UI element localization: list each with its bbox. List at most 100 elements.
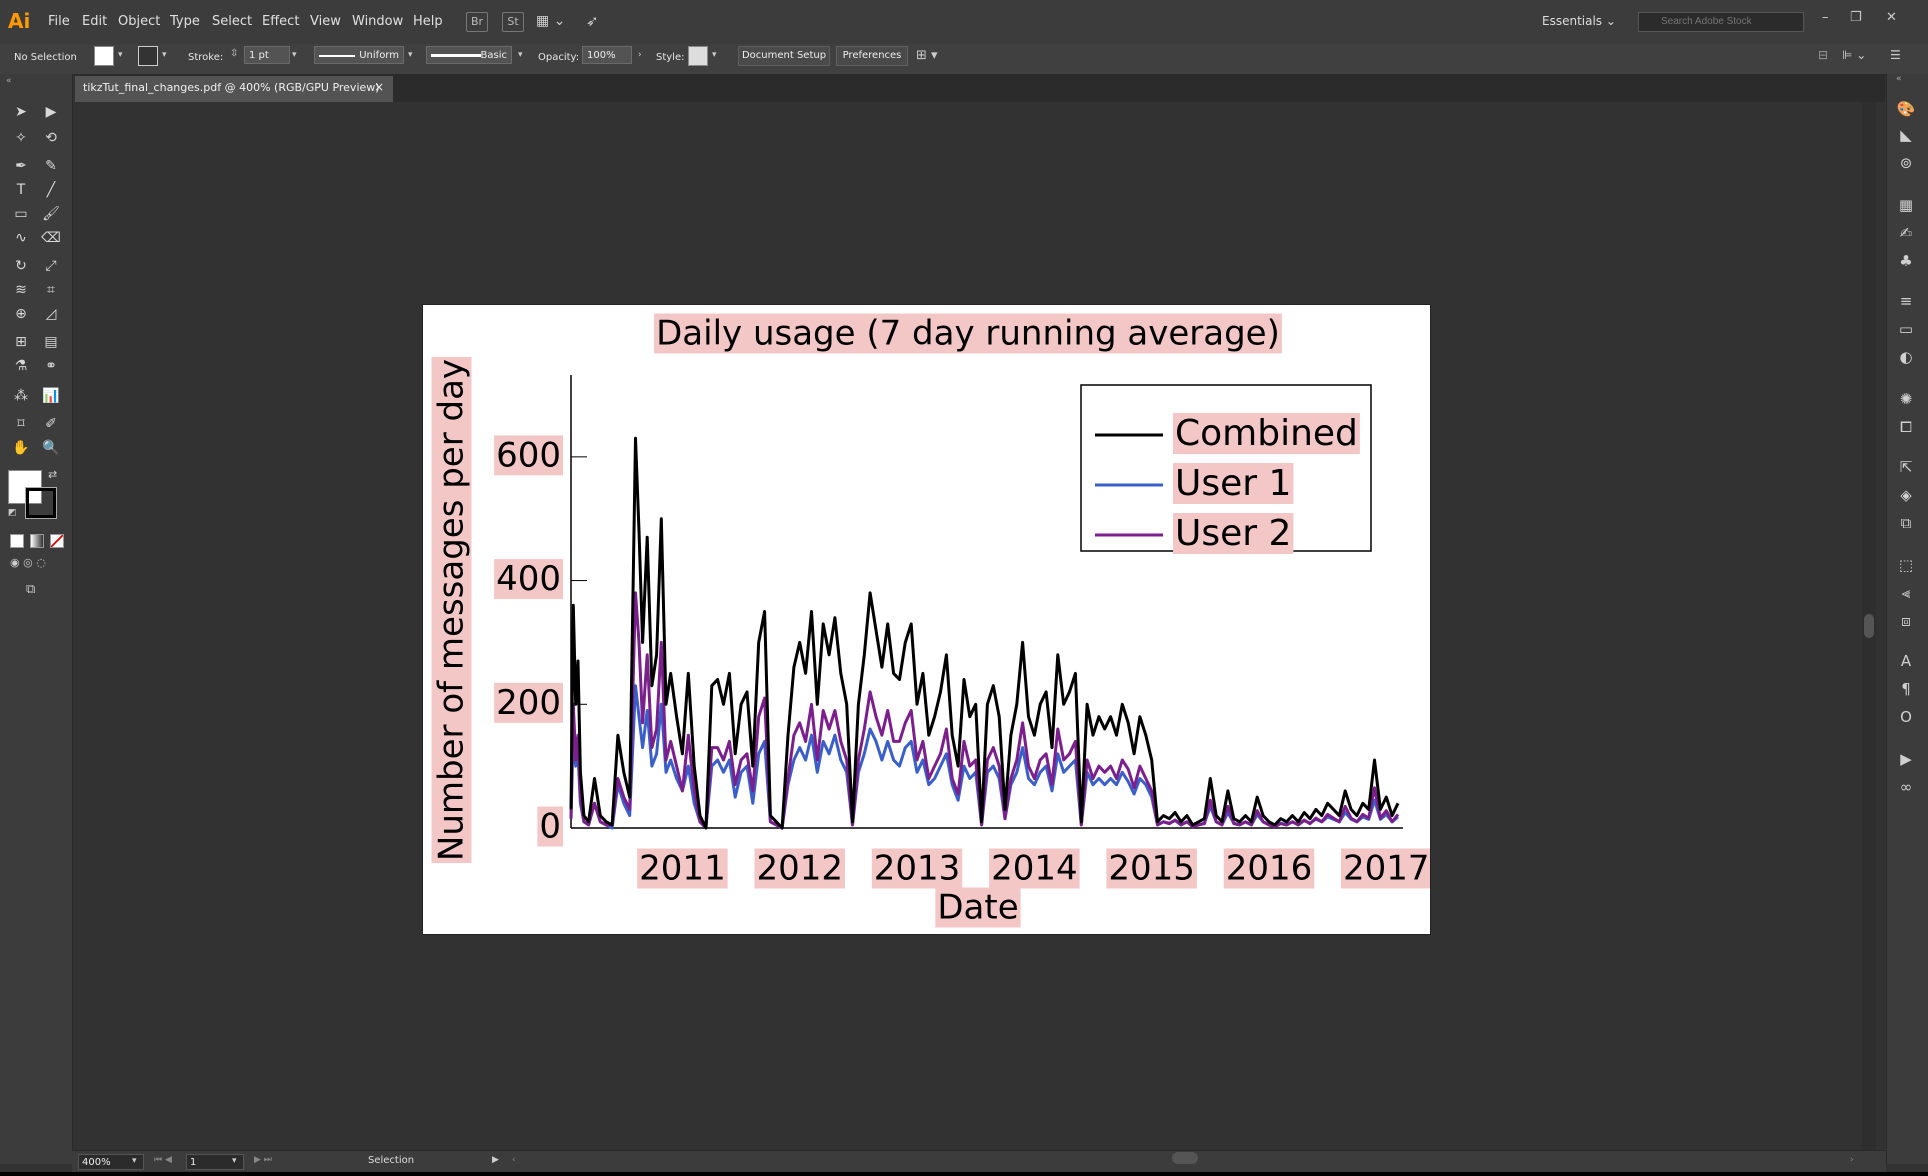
symbols-icon[interactable]: ♣ <box>1899 252 1913 270</box>
horizontal-scroll-thumb[interactable] <box>1172 1152 1198 1164</box>
screen-mode-icon[interactable]: ⧉ <box>26 582 36 597</box>
zoom-level-field[interactable]: 400% <box>78 1154 144 1170</box>
restore-icon[interactable]: ❐ <box>1850 10 1862 25</box>
stock-search-input[interactable] <box>1638 12 1804 32</box>
rectangle-tool-icon[interactable]: ▭ <box>14 206 28 222</box>
next-artboard-icon[interactable]: ▶ ⏭ <box>254 1155 272 1165</box>
menu-type[interactable]: Type <box>170 14 200 29</box>
stroke-color-swatch[interactable] <box>25 487 57 519</box>
export-icon[interactable]: ⇱ <box>1899 458 1913 476</box>
hand-tool-icon[interactable]: ✋ <box>12 440 30 456</box>
graph-tool-icon[interactable]: 📊 <box>42 388 60 404</box>
menu-view[interactable]: View <box>310 14 341 29</box>
preferences-button[interactable]: Preferences <box>836 46 908 66</box>
links-icon[interactable]: ∞ <box>1899 778 1913 796</box>
shape-builder-icon[interactable]: ⊕ <box>15 306 27 322</box>
color-panel-icon[interactable]: 🎨 <box>1896 100 1916 118</box>
bridge-icon[interactable]: Br <box>466 12 488 32</box>
arrange-icon[interactable]: ⊞ ▾ <box>916 48 938 63</box>
chevron-down-icon[interactable]: ▾ <box>162 50 167 60</box>
document-tab[interactable] <box>75 76 393 102</box>
zoom-tool-icon[interactable]: 🔍 <box>42 440 60 456</box>
mesh-tool-icon[interactable]: ⊞ <box>15 334 27 350</box>
graphic-styles-icon[interactable]: ⧠ <box>1899 418 1912 436</box>
draw-mode-icon[interactable]: ◉ ◎ ◌ <box>10 556 46 569</box>
vertical-scroll-thumb[interactable] <box>1864 614 1874 638</box>
slice-tool-icon[interactable]: ✐ <box>45 416 57 432</box>
appearance-icon[interactable]: ✺ <box>1899 390 1913 408</box>
gpu-performance-icon[interactable]: ➶ <box>586 12 599 30</box>
status-menu-icon[interactable]: ▶ <box>492 1155 499 1165</box>
free-transform-icon[interactable]: ⌗ <box>47 282 55 298</box>
menu-help[interactable]: Help <box>413 14 443 29</box>
scroll-right-icon[interactable]: › <box>1850 1155 1854 1165</box>
menu-effect[interactable]: Effect <box>262 14 300 29</box>
gradient-mode-icon[interactable] <box>30 534 44 548</box>
paintbrush-icon[interactable]: 🖌 <box>42 206 60 222</box>
panel-menu-icon[interactable]: ☰ <box>1890 48 1901 62</box>
layers-icon[interactable]: ◈ <box>1900 486 1912 504</box>
first-artboard-icon[interactable]: ⏮ ◀ <box>154 1155 172 1165</box>
libraries-icon[interactable]: ⊚ <box>1899 154 1913 172</box>
chevron-down-icon[interactable]: ▾ <box>132 1156 137 1166</box>
artboards-icon[interactable]: ⧉ <box>1900 514 1912 532</box>
expand-panels-icon[interactable]: « <box>1896 74 1902 84</box>
menu-file[interactable]: File <box>48 14 70 29</box>
chevron-right-icon[interactable]: › <box>638 50 642 60</box>
chevron-down-icon[interactable]: ▾ <box>712 50 717 60</box>
scale-tool-icon[interactable]: ⤢ <box>45 258 57 274</box>
artboard[interactable]: Daily usage (7 day running average) Date N… <box>422 304 1432 935</box>
character-icon[interactable]: A <box>1900 652 1912 670</box>
variable-width-profile[interactable]: Uniform <box>314 46 404 64</box>
close-tab-icon[interactable]: × <box>374 80 385 94</box>
opacity-field[interactable]: 100% <box>582 46 632 64</box>
align-icon[interactable]: ⊟ <box>1818 48 1829 62</box>
opentype-icon[interactable]: O <box>1900 708 1912 726</box>
scroll-left-icon[interactable]: ‹ <box>512 1155 516 1165</box>
menu-window[interactable]: Window <box>352 14 404 29</box>
swatches-icon[interactable]: ▦ <box>1898 196 1914 214</box>
color-mode-icon[interactable] <box>10 534 24 548</box>
align-panel-icon[interactable]: ⫷ <box>1901 584 1911 602</box>
stock-icon[interactable]: St <box>502 12 524 32</box>
pathfinder-icon[interactable]: ⧈ <box>1901 612 1911 630</box>
direct-selection-tool-icon[interactable]: ▶ <box>45 104 57 120</box>
menu-select[interactable]: Select <box>212 14 253 29</box>
style-swatch[interactable] <box>688 46 708 66</box>
close-window-icon[interactable]: ✕ <box>1886 10 1897 25</box>
symbol-sprayer-icon[interactable]: ⁂ <box>14 388 28 404</box>
chevron-down-icon[interactable]: ▾ <box>408 50 413 60</box>
chevron-down-icon[interactable]: ▾ <box>518 50 523 60</box>
menu-edit[interactable]: Edit <box>82 14 108 29</box>
chevron-down-icon[interactable]: ▾ <box>118 50 123 60</box>
chevron-down-icon[interactable]: ▾ <box>232 1156 237 1166</box>
none-mode-icon[interactable] <box>50 534 64 548</box>
transparency-icon[interactable]: ◐ <box>1899 348 1913 366</box>
paragraph-icon[interactable]: ¶ <box>1901 680 1911 698</box>
actions-icon[interactable]: ▶ <box>1900 750 1912 768</box>
stroke-swatch[interactable] <box>138 46 158 66</box>
type-tool-icon[interactable]: T <box>16 182 26 198</box>
collapse-panel-icon[interactable]: « <box>6 76 12 86</box>
workspace-switcher[interactable]: Essentials ⌄ <box>1542 14 1616 28</box>
fill-swatch[interactable] <box>94 46 114 66</box>
minimize-icon[interactable]: – <box>1822 10 1829 25</box>
line-tool-icon[interactable]: ╱ <box>46 182 56 198</box>
magic-wand-icon[interactable]: ✧ <box>15 130 27 146</box>
fill-color-swatch[interactable] <box>8 470 42 504</box>
gradient-panel-icon[interactable]: ▭ <box>1898 320 1914 338</box>
swap-colors-icon[interactable]: ⇄ <box>48 468 58 481</box>
chevron-down-icon[interactable]: ▾ <box>292 50 297 60</box>
pen-tool-icon[interactable]: ✒ <box>15 158 27 174</box>
default-colors-icon[interactable]: ◩ <box>8 508 17 518</box>
shaper-tool-icon[interactable]: ∿ <box>15 230 27 246</box>
stroke-panel-icon[interactable]: ≡ <box>1899 292 1913 310</box>
blend-tool-icon[interactable]: ⚭ <box>45 358 57 374</box>
eraser-icon[interactable]: ⌫ <box>41 230 61 246</box>
menu-object[interactable]: Object <box>118 14 161 29</box>
transform-icon[interactable]: ⊫ ⌄ <box>1842 48 1867 62</box>
transform-panel-icon[interactable]: ⬚ <box>1898 556 1914 574</box>
lasso-icon[interactable]: ⟲ <box>45 130 57 146</box>
color-guide-icon[interactable]: ◣ <box>1900 126 1912 144</box>
stroke-stepper-icon[interactable]: ⇳ <box>230 48 239 59</box>
